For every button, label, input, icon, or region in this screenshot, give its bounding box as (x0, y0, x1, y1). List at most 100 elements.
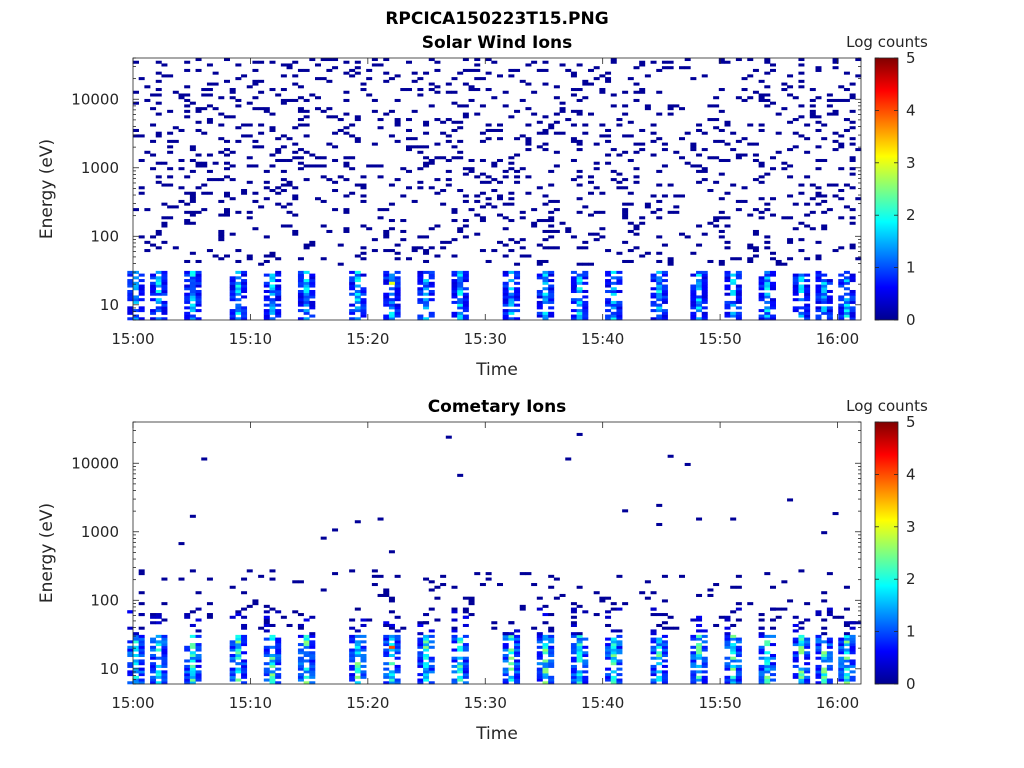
heatmap-cell (269, 189, 276, 193)
heatmap-cell (275, 645, 282, 649)
heatmap-cell (735, 602, 742, 606)
heatmap-cell (451, 254, 458, 258)
heatmap-cell (280, 224, 287, 228)
heatmap-cell (650, 632, 657, 636)
heatmap-cell (627, 229, 634, 233)
heatmap-cell (730, 311, 737, 315)
heatmap-cell (548, 199, 555, 203)
heatmap-cell (451, 618, 458, 622)
heatmap-cell (764, 284, 771, 288)
heatmap-cell (724, 643, 731, 647)
heatmap-cell (821, 287, 828, 291)
heatmap-cell (246, 257, 253, 261)
heatmap-cell (570, 109, 577, 113)
heatmap-cell (417, 298, 424, 302)
heatmap-cell (309, 643, 316, 647)
heatmap-cell (502, 673, 509, 677)
heatmap-cell (690, 662, 697, 666)
heatmap-cell (462, 172, 469, 176)
heatmap-cell (582, 270, 589, 274)
heatmap-cell (605, 610, 612, 614)
heatmap-cell (605, 153, 612, 157)
heatmap-cell (468, 613, 475, 617)
heatmap-cell (701, 634, 708, 638)
heatmap-cell (189, 276, 196, 280)
heatmap-cell (178, 128, 185, 132)
heatmap-cell (155, 656, 162, 660)
heatmap-cell (661, 670, 668, 674)
heatmap-cell (798, 63, 805, 67)
heatmap-cell (622, 134, 629, 138)
heatmap-cell (252, 164, 259, 168)
heatmap-cell (804, 202, 811, 206)
heatmap-cell (161, 643, 168, 647)
heatmap-cell (502, 303, 509, 307)
heatmap-cell (622, 216, 629, 220)
heatmap-cell (536, 662, 543, 666)
heatmap-cell (423, 653, 430, 658)
heatmap-cell (542, 82, 549, 86)
heatmap-cell (434, 68, 441, 72)
heatmap-cell (218, 150, 225, 154)
heatmap-cell (275, 653, 282, 658)
heatmap-cell (616, 153, 623, 157)
heatmap-cell (161, 673, 168, 677)
heatmap-cell (542, 60, 549, 64)
heatmap-cell (184, 284, 191, 288)
heatmap-cell (741, 88, 748, 92)
heatmap-cell (434, 618, 441, 622)
heatmap-cell (161, 311, 168, 315)
heatmap-cell (195, 273, 202, 277)
heatmap-cell (423, 673, 430, 677)
heatmap-cell (536, 259, 543, 263)
heatmap-cell (735, 306, 742, 310)
heatmap-cell (303, 98, 310, 102)
heatmap-cell (366, 77, 373, 81)
heatmap-cell (502, 634, 509, 638)
heatmap-cell (792, 202, 799, 206)
heatmap-cell (514, 645, 521, 649)
heatmap-cell (661, 279, 668, 283)
heatmap-cell (161, 279, 168, 283)
heatmap-cell (605, 615, 612, 619)
heatmap-cell (309, 664, 316, 668)
heatmap-cell (275, 662, 282, 666)
heatmap-cell (838, 651, 845, 655)
heatmap-cell (138, 569, 145, 573)
heatmap-cell (138, 637, 145, 641)
heatmap-cell (798, 673, 805, 677)
heatmap-cell (457, 139, 464, 143)
heatmap-cell (457, 289, 464, 294)
heatmap-cell (696, 618, 703, 622)
heatmap-cell (701, 662, 708, 666)
heatmap-cell (201, 183, 208, 187)
heatmap-cell (235, 139, 242, 143)
heatmap-cell (764, 295, 771, 299)
heatmap-cell (735, 257, 742, 261)
heatmap-cell (195, 656, 202, 660)
heatmap-cell (701, 300, 708, 304)
heatmap-cell (735, 314, 742, 318)
heatmap-cell (434, 118, 441, 122)
heatmap-cell (394, 615, 401, 619)
heatmap-cell (639, 254, 646, 258)
heatmap-cell (696, 637, 703, 641)
heatmap-cell (502, 298, 509, 302)
solar-wind-ions-panel: Solar Wind Ions 15:00 15:10 15:20 15:30 15:4… (37, 33, 928, 380)
heatmap-cell (826, 653, 833, 658)
heatmap-cell (263, 653, 270, 658)
heatmap-cell (610, 93, 617, 97)
heatmap-cell (457, 270, 464, 274)
heatmap-cell (582, 314, 589, 318)
heatmap-cell (184, 259, 191, 263)
heatmap-cell (855, 257, 862, 261)
heatmap-cell (309, 292, 316, 296)
heatmap-cell (406, 186, 412, 190)
heatmap-cell (804, 279, 811, 283)
heatmap-cell (161, 221, 168, 225)
heatmap-cell (730, 651, 737, 655)
heatmap-cell (508, 311, 515, 315)
heatmap-cell (576, 675, 583, 679)
heatmap-cell (206, 178, 213, 182)
heatmap-cell (724, 656, 731, 660)
